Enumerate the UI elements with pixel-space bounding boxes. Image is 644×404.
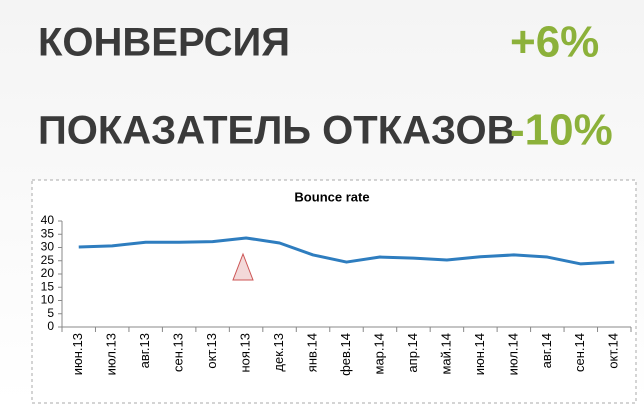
x-tick-label: фев.14 <box>338 333 353 376</box>
y-tick-label: 35 <box>41 226 55 240</box>
x-tick-label: ноя.13 <box>238 333 253 373</box>
y-tick-label: 30 <box>41 240 55 254</box>
x-tick-label: авг.14 <box>539 333 554 368</box>
x-tick-label: мар.14 <box>371 333 386 374</box>
x-tick-label: июл.14 <box>505 333 520 375</box>
x-tick-label: июл.13 <box>104 333 119 375</box>
y-tick-label: 0 <box>47 319 54 333</box>
y-tick-label: 10 <box>41 293 55 307</box>
x-tick-label: июн.14 <box>472 333 487 375</box>
metric-value: +6% <box>510 18 599 67</box>
x-tick-label: сен.14 <box>572 333 587 372</box>
chart-frame <box>31 179 637 404</box>
x-tick-label: май.14 <box>438 333 453 375</box>
metric-value: -10% <box>510 106 613 155</box>
y-tick-label: 20 <box>41 266 55 280</box>
y-tick-label: 40 <box>41 213 55 227</box>
x-tick-label: сен.13 <box>171 333 186 372</box>
y-tick-label: 15 <box>41 279 55 293</box>
chart-title: Bounce rate <box>294 189 369 204</box>
metric-label: ПОКАЗАТЕЛЬ ОТКАЗОВ <box>38 109 516 153</box>
x-tick-label: дек.13 <box>271 333 286 372</box>
metric-label: КОНВЕРСИЯ <box>38 21 290 65</box>
y-tick-label: 25 <box>41 253 55 267</box>
x-tick-label: авг.13 <box>137 333 152 368</box>
x-tick-label: апр.14 <box>405 333 420 373</box>
y-tick-label: 5 <box>47 306 54 320</box>
line-series <box>78 236 615 266</box>
annotation-marker <box>232 252 254 281</box>
x-tick-label: янв.14 <box>304 333 319 372</box>
x-tick-label: июн.13 <box>70 333 85 375</box>
x-tick-label: окт.13 <box>204 333 219 369</box>
x-tick-label: окт.14 <box>606 333 621 369</box>
